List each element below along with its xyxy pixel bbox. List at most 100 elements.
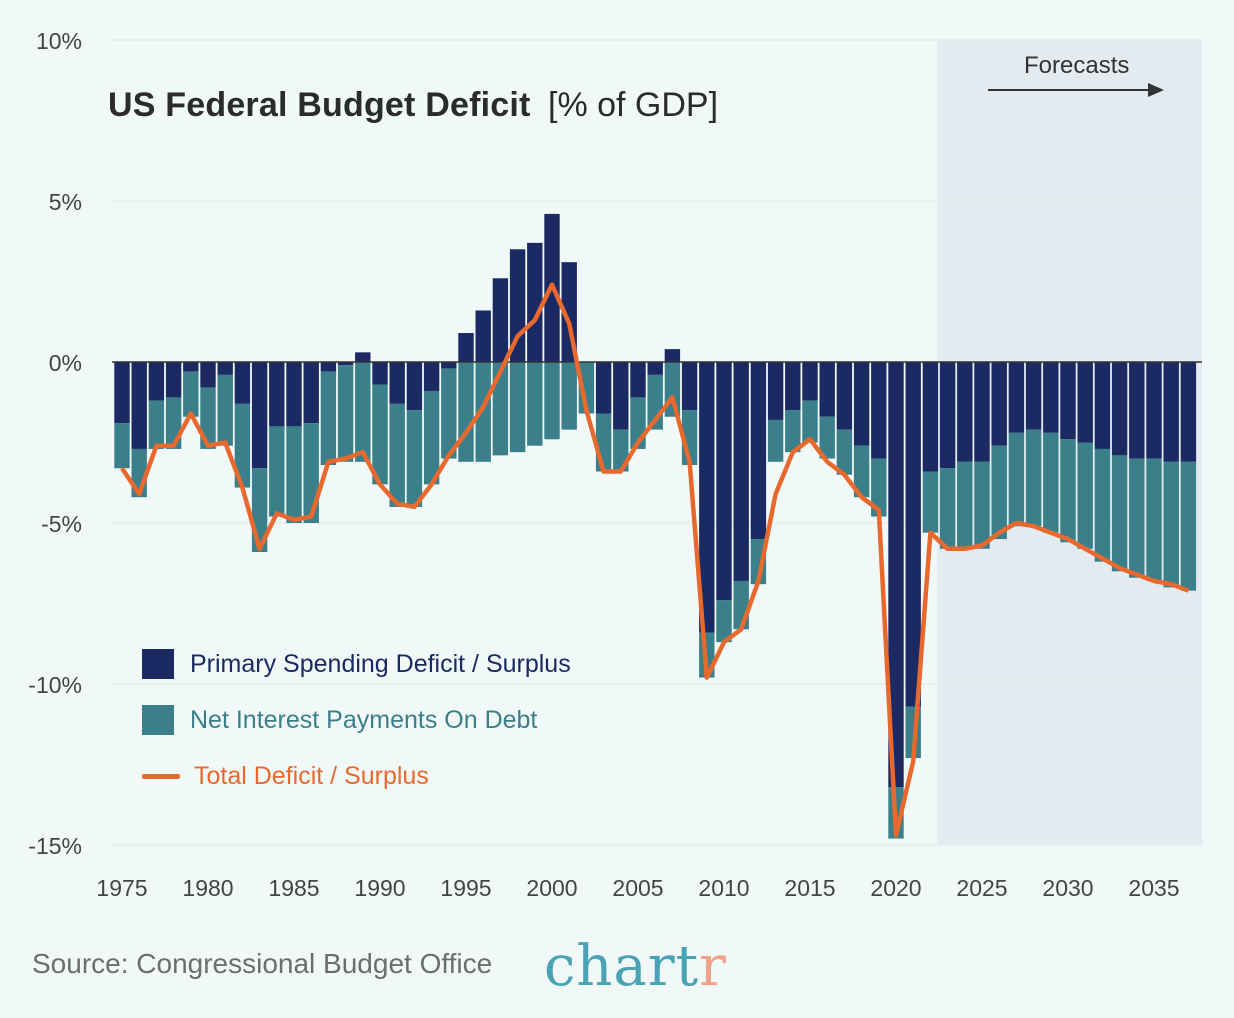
- bar-primary: [1025, 362, 1042, 430]
- bar-interest: [1111, 455, 1128, 572]
- bar-interest: [561, 362, 577, 430]
- bar-interest: [1008, 432, 1025, 527]
- bar-interest: [957, 461, 973, 549]
- bar-primary: [871, 362, 887, 459]
- bar-interest: [716, 600, 732, 643]
- bar-primary: [630, 362, 646, 398]
- total-deficit-line: [120, 282, 1190, 838]
- chartr-logo: chartr: [544, 934, 727, 999]
- bar-interest: [595, 413, 612, 472]
- bar-primary: [475, 310, 491, 362]
- bar-interest: [802, 400, 818, 443]
- bar-interest: [286, 426, 302, 523]
- interest-swatch: [142, 705, 174, 735]
- bar-interest: [1163, 461, 1179, 588]
- bar-interest: [922, 471, 939, 533]
- total-line-swatch: [142, 773, 180, 779]
- bar-interest: [664, 362, 681, 417]
- y-tick-label: -5%: [41, 511, 82, 537]
- bar-primary: [991, 362, 1007, 446]
- bar-primary: [389, 362, 405, 404]
- bar-interest: [527, 362, 543, 446]
- bar-primary: [251, 362, 268, 469]
- y-tick-label: 10%: [36, 28, 82, 54]
- bar-interest: [183, 371, 199, 417]
- bar-primary: [269, 362, 285, 427]
- bar-interest: [441, 368, 457, 459]
- x-tick-label: 2015: [784, 875, 835, 901]
- bar-interest: [871, 458, 887, 517]
- legend-item-interest: Net Interest Payments On Debt: [142, 692, 571, 748]
- bar-primary: [819, 362, 835, 417]
- right-arrow-icon: [988, 83, 1164, 97]
- bar-primary: [1060, 362, 1076, 440]
- bar-primary: [217, 362, 233, 375]
- bar-interest: [1094, 448, 1111, 562]
- bar-primary: [802, 362, 818, 401]
- bar-interest: [217, 374, 233, 446]
- bar-interest: [269, 426, 285, 517]
- bar-interest: [355, 362, 371, 462]
- bar-interest: [974, 461, 990, 549]
- logo-text-accent: r: [699, 934, 727, 999]
- x-tick-label: 1980: [182, 875, 233, 901]
- x-tick-label: 2005: [612, 875, 663, 901]
- legend-item-primary: Primary Spending Deficit / Surplus: [142, 636, 571, 692]
- bar-interest: [1060, 439, 1076, 543]
- bar-interest: [458, 362, 474, 462]
- bar-interest: [303, 423, 319, 523]
- x-tick-label: 2020: [870, 875, 921, 901]
- legend-item-total: Total Deficit / Surplus: [142, 748, 571, 804]
- primary-swatch: [142, 649, 174, 679]
- bar-primary: [458, 333, 474, 362]
- bar-primary: [165, 362, 182, 398]
- bar-interest: [836, 429, 853, 475]
- bar-primary: [922, 362, 939, 472]
- chart-title: US Federal Budget Deficit: [108, 86, 531, 124]
- bar-interest: [819, 416, 835, 459]
- bar-primary: [303, 362, 319, 424]
- x-tick-label: 1990: [354, 875, 405, 901]
- bar-interest: [337, 365, 354, 462]
- bar-primary: [234, 362, 251, 404]
- bars: [114, 213, 1197, 839]
- bar-interest: [1180, 461, 1197, 591]
- x-tick-label: 1975: [96, 875, 147, 901]
- bar-interest: [148, 400, 165, 449]
- bar-primary: [1094, 362, 1111, 449]
- bar-interest: [423, 390, 440, 485]
- bar-interest: [200, 387, 216, 449]
- legend: Primary Spending Deficit / Surplus Net I…: [142, 636, 571, 804]
- bar-primary: [595, 362, 612, 414]
- bar-primary: [372, 362, 388, 385]
- bar-primary: [1180, 362, 1197, 462]
- bar-primary: [441, 362, 457, 369]
- bar-interest: [785, 410, 801, 453]
- bar-interest: [1129, 458, 1145, 578]
- bar-interest: [406, 410, 423, 507]
- bar-primary: [664, 349, 681, 362]
- bar-primary: [492, 278, 509, 362]
- legend-label-total: Total Deficit / Surplus: [194, 761, 429, 790]
- bar-primary: [750, 362, 767, 540]
- legend-label-interest: Net Interest Payments On Debt: [190, 705, 538, 734]
- bar-interest: [114, 423, 130, 469]
- bar-interest: [733, 580, 749, 630]
- bar-primary: [1129, 362, 1145, 459]
- bar-interest: [1025, 429, 1042, 527]
- bar-primary: [1043, 362, 1059, 433]
- bar-primary: [767, 362, 784, 420]
- bar-interest: [991, 445, 1007, 540]
- bar-primary: [613, 362, 629, 430]
- y-axis-tick-labels: 10% 5% 0% -5% -10% -15%: [28, 28, 82, 859]
- bar-primary: [939, 362, 956, 469]
- logo-text-main: chart: [544, 934, 700, 999]
- bar-primary: [355, 352, 371, 362]
- x-tick-label: 2010: [698, 875, 749, 901]
- source-note: Source: Congressional Budget Office: [32, 948, 493, 979]
- bar-interest: [544, 362, 560, 440]
- bar-primary: [905, 362, 921, 707]
- bar-primary: [785, 362, 801, 411]
- x-tick-label: 2030: [1042, 875, 1093, 901]
- bar-primary: [200, 362, 216, 388]
